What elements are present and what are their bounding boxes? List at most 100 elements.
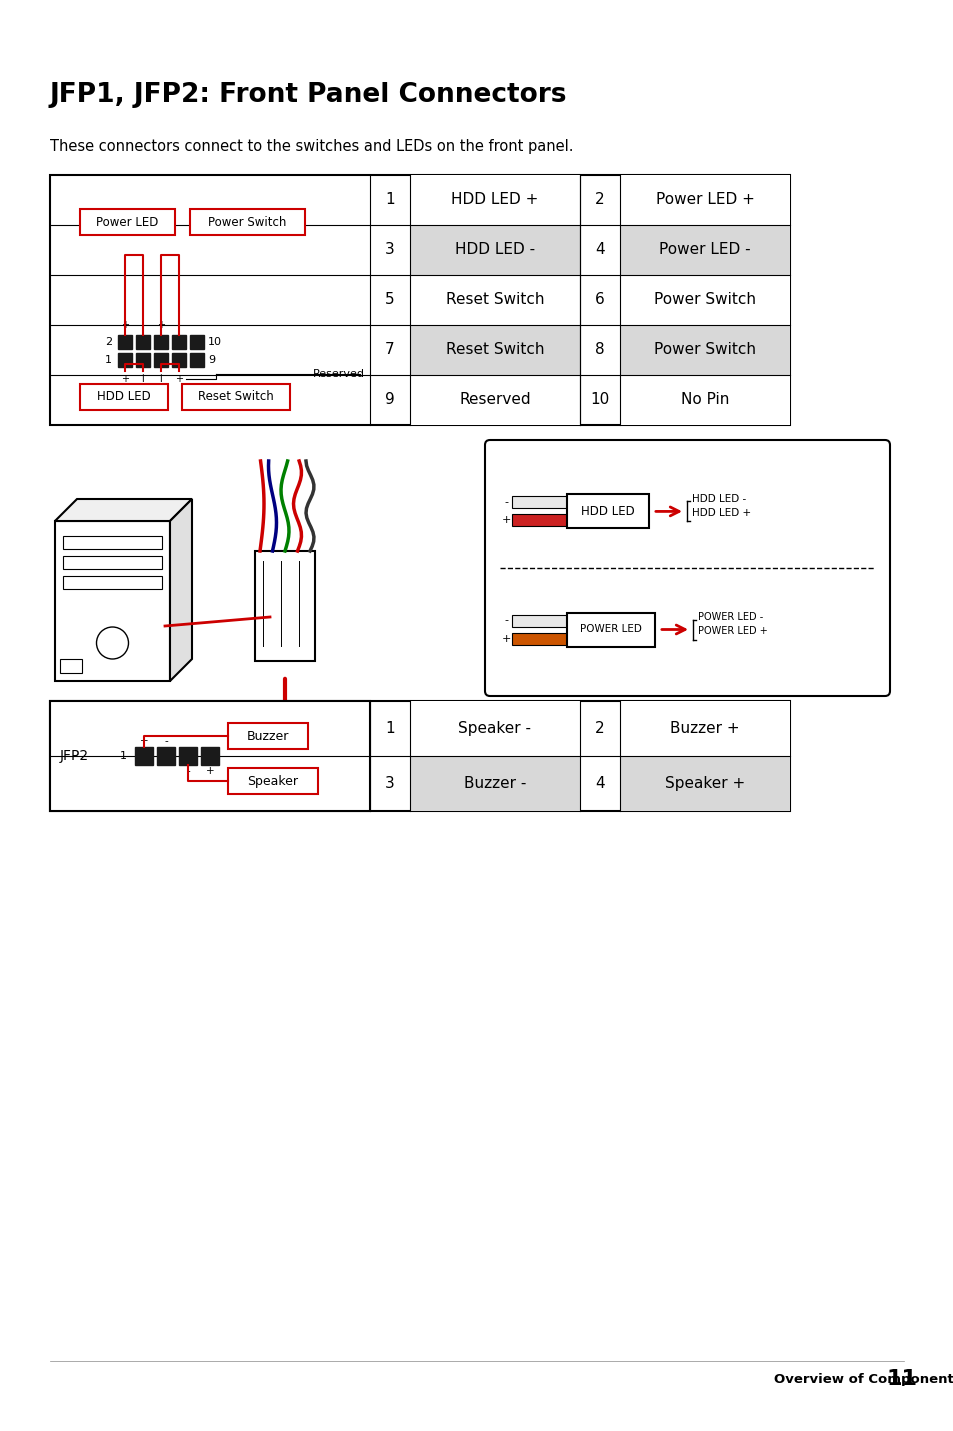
Bar bbox=[60, 660, 82, 673]
Bar bbox=[80, 384, 168, 411]
Text: POWER LED -: POWER LED - bbox=[698, 612, 762, 622]
Bar bbox=[410, 225, 579, 275]
Text: POWER LED +: POWER LED + bbox=[698, 627, 767, 637]
Text: 5: 5 bbox=[385, 292, 395, 308]
Text: 10: 10 bbox=[590, 392, 609, 408]
Text: Overview of Components: Overview of Components bbox=[773, 1372, 953, 1385]
Bar bbox=[63, 557, 162, 570]
Bar bbox=[619, 375, 789, 425]
Text: These connectors connect to the switches and LEDs on the front panel.: These connectors connect to the switches… bbox=[50, 139, 573, 155]
Text: Power Switch: Power Switch bbox=[654, 342, 755, 358]
Text: Power LED +: Power LED + bbox=[655, 193, 754, 207]
Bar bbox=[410, 175, 579, 225]
Text: HDD LED -: HDD LED - bbox=[455, 242, 535, 258]
Text: HDD LED: HDD LED bbox=[580, 505, 634, 518]
Bar bbox=[190, 209, 305, 235]
Bar bbox=[190, 353, 204, 366]
Text: 4: 4 bbox=[595, 242, 604, 258]
Bar bbox=[228, 723, 308, 748]
Bar bbox=[410, 325, 579, 375]
Text: JFP1: JFP1 bbox=[276, 734, 303, 747]
FancyBboxPatch shape bbox=[484, 439, 889, 695]
Bar bbox=[254, 551, 314, 661]
Text: Reserved: Reserved bbox=[313, 369, 365, 379]
Bar bbox=[172, 353, 186, 366]
Text: i: i bbox=[159, 373, 162, 384]
Text: JFP1, JFP2: Front Panel Connectors: JFP1, JFP2: Front Panel Connectors bbox=[50, 82, 567, 107]
Bar bbox=[410, 701, 579, 756]
Text: HDD LED +: HDD LED + bbox=[451, 193, 538, 207]
Circle shape bbox=[96, 627, 129, 660]
Text: +: + bbox=[500, 634, 510, 644]
Text: No Pin: No Pin bbox=[680, 392, 728, 408]
Text: POWER LED: POWER LED bbox=[579, 624, 641, 634]
Bar bbox=[619, 175, 789, 225]
Text: Speaker -: Speaker - bbox=[458, 721, 531, 736]
Text: 3: 3 bbox=[385, 776, 395, 791]
Text: Speaker +: Speaker + bbox=[664, 776, 744, 791]
Text: 2: 2 bbox=[105, 336, 112, 346]
Polygon shape bbox=[170, 499, 192, 681]
Text: Power LED -: Power LED - bbox=[659, 242, 750, 258]
Bar bbox=[63, 577, 162, 590]
Bar bbox=[118, 353, 132, 366]
Text: 9: 9 bbox=[385, 392, 395, 408]
Text: HDD LED: HDD LED bbox=[97, 391, 151, 404]
Polygon shape bbox=[55, 499, 192, 521]
Bar bbox=[172, 335, 186, 349]
Bar bbox=[619, 756, 789, 811]
Bar bbox=[55, 521, 170, 681]
Text: Reset Switch: Reset Switch bbox=[445, 292, 543, 308]
Text: 6: 6 bbox=[595, 292, 604, 308]
Bar bbox=[50, 175, 789, 425]
Bar bbox=[153, 353, 168, 366]
Text: +: + bbox=[206, 766, 214, 776]
Text: Buzzer: Buzzer bbox=[247, 730, 289, 743]
Text: +: + bbox=[121, 373, 129, 384]
Bar bbox=[512, 633, 566, 644]
Bar bbox=[619, 325, 789, 375]
Bar bbox=[410, 275, 579, 325]
Text: Reserved: Reserved bbox=[458, 392, 530, 408]
Bar bbox=[410, 375, 579, 425]
Text: JFP2: JFP2 bbox=[60, 748, 89, 763]
Bar bbox=[182, 384, 290, 411]
Bar bbox=[190, 335, 204, 349]
Bar bbox=[228, 768, 317, 794]
Text: 8: 8 bbox=[595, 342, 604, 358]
Text: Power Switch: Power Switch bbox=[654, 292, 755, 308]
Bar bbox=[63, 537, 162, 550]
Text: HDD LED -: HDD LED - bbox=[691, 495, 745, 504]
Text: 9: 9 bbox=[208, 355, 214, 365]
Text: 3: 3 bbox=[385, 242, 395, 258]
Bar bbox=[512, 497, 566, 508]
Text: i: i bbox=[177, 321, 180, 331]
Text: 11: 11 bbox=[885, 1369, 917, 1390]
Bar bbox=[566, 612, 655, 647]
Bar bbox=[179, 747, 196, 766]
Text: +: + bbox=[157, 321, 165, 331]
Text: +: + bbox=[500, 515, 510, 525]
Text: Power LED: Power LED bbox=[96, 216, 158, 229]
Bar bbox=[80, 209, 174, 235]
Bar bbox=[512, 514, 566, 527]
Text: Power Switch: Power Switch bbox=[208, 216, 287, 229]
Text: 10: 10 bbox=[208, 336, 222, 346]
Bar bbox=[619, 225, 789, 275]
Text: Speaker: Speaker bbox=[247, 774, 298, 787]
Bar bbox=[136, 335, 150, 349]
Text: 4: 4 bbox=[595, 776, 604, 791]
Bar bbox=[157, 747, 174, 766]
Text: -: - bbox=[186, 766, 190, 776]
Text: Buzzer +: Buzzer + bbox=[670, 721, 739, 736]
Text: +: + bbox=[174, 373, 183, 384]
Text: -: - bbox=[503, 498, 507, 508]
Text: Reset Switch: Reset Switch bbox=[198, 391, 274, 404]
Bar bbox=[118, 335, 132, 349]
Bar bbox=[512, 614, 566, 627]
Text: 2: 2 bbox=[595, 193, 604, 207]
Text: -: - bbox=[503, 615, 507, 625]
Text: Reset Switch: Reset Switch bbox=[445, 342, 543, 358]
Bar bbox=[153, 335, 168, 349]
Text: +: + bbox=[121, 321, 129, 331]
